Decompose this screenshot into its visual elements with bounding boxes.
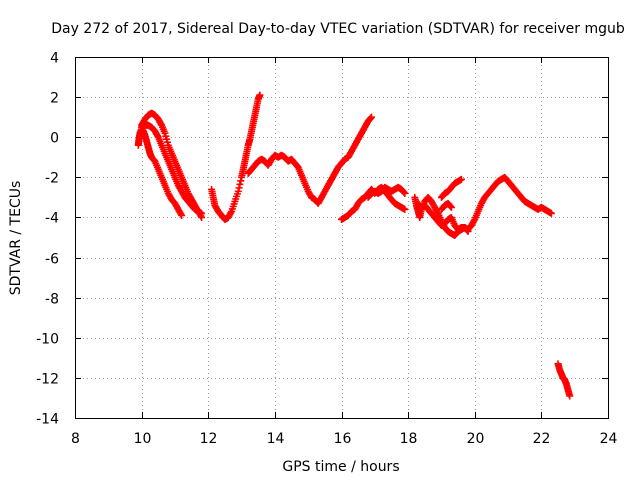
- x-tick-label: 12: [200, 431, 218, 447]
- data-point: [457, 175, 465, 183]
- x-tick-label: 8: [71, 431, 80, 447]
- data-point: [447, 202, 455, 210]
- series-arc-i: [414, 199, 472, 235]
- series-arc-d: [208, 91, 264, 223]
- data-point: [227, 209, 235, 217]
- y-tick-label: -2: [45, 171, 59, 187]
- data-point: [464, 227, 472, 235]
- data-point: [256, 91, 264, 99]
- data-point: [401, 205, 409, 213]
- data-point: [547, 209, 555, 217]
- series-arc-a: [134, 125, 186, 219]
- x-tick-label: 16: [334, 431, 352, 447]
- y-tick-label: 0: [50, 131, 59, 147]
- series-arc-l: [554, 360, 574, 400]
- data-point: [433, 208, 441, 216]
- x-tick-labels: 8 10 12 14 16 18 20 22 24: [71, 431, 617, 447]
- series-arc-c: [138, 121, 206, 217]
- x-tick-label: 14: [267, 431, 285, 447]
- series-arc-e: [244, 113, 375, 207]
- y-tick-label: -12: [36, 372, 59, 388]
- x-tick-label: 22: [533, 431, 551, 447]
- data-point: [198, 209, 206, 217]
- data-point: [153, 132, 161, 140]
- data-point: [236, 180, 244, 188]
- series-arc-k: [437, 199, 455, 213]
- y-tick-label: 2: [50, 91, 59, 107]
- chart-title: Day 272 of 2017, Sidereal Day-to-day VTE…: [51, 21, 625, 37]
- data-point: [367, 114, 375, 122]
- data-point: [178, 211, 186, 219]
- x-tick-label: 10: [134, 431, 152, 447]
- data-point: [235, 184, 243, 192]
- grid: [75, 57, 608, 418]
- data-point: [367, 113, 375, 121]
- series-arc-g: [364, 183, 409, 201]
- data-series: [134, 91, 574, 400]
- axis-ticks: [75, 57, 609, 419]
- data-point: [157, 120, 165, 128]
- data-point: [463, 226, 471, 234]
- y-tick-label: -8: [45, 292, 59, 308]
- data-point: [400, 188, 408, 196]
- y-tick-label: -14: [36, 412, 59, 428]
- data-point: [234, 187, 242, 195]
- y-tick-label: -10: [36, 332, 59, 348]
- series-arc-j: [437, 175, 465, 201]
- data-point: [401, 189, 409, 197]
- x-tick-label: 18: [400, 431, 418, 447]
- y-tick-label: -6: [45, 252, 59, 268]
- x-tick-label: 20: [467, 431, 485, 447]
- data-point: [566, 392, 574, 400]
- data-point: [447, 203, 455, 211]
- y-tick-label: -4: [45, 211, 59, 227]
- series-arc-b: [138, 109, 206, 221]
- x-tick-label: 24: [600, 431, 618, 447]
- y-axis-label: SDTVAR / TECUs: [8, 181, 24, 296]
- x-axis-label: GPS time / hours: [282, 459, 399, 475]
- data-point: [177, 210, 185, 218]
- series-arc-h: [411, 173, 555, 239]
- data-point: [237, 177, 245, 185]
- y-tick-label: 4: [50, 51, 59, 67]
- data-point: [470, 217, 478, 225]
- y-tick-labels: 4 2 0 -2 -4 -6 -8 -10 -12 -14: [36, 51, 59, 428]
